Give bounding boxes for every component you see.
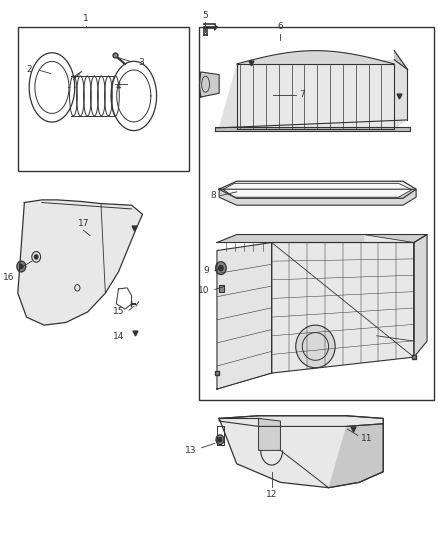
Text: 11: 11: [360, 434, 372, 442]
Polygon shape: [414, 235, 427, 357]
Polygon shape: [364, 235, 414, 341]
Polygon shape: [217, 235, 427, 243]
Bar: [219, 285, 224, 292]
Text: 3: 3: [138, 59, 144, 67]
Polygon shape: [237, 64, 394, 129]
Text: 1: 1: [83, 14, 88, 23]
Polygon shape: [18, 200, 142, 325]
Circle shape: [215, 262, 226, 274]
Bar: [199, 27, 434, 400]
Polygon shape: [117, 288, 131, 309]
Circle shape: [20, 264, 23, 269]
Text: 7: 7: [299, 91, 304, 99]
Text: 5: 5: [202, 11, 208, 20]
Polygon shape: [199, 72, 219, 97]
Polygon shape: [219, 189, 416, 205]
Text: 6: 6: [278, 22, 283, 31]
Ellipse shape: [296, 325, 335, 368]
Bar: [18, 27, 188, 171]
Polygon shape: [217, 60, 407, 129]
Text: 17: 17: [78, 219, 89, 228]
Polygon shape: [328, 424, 383, 488]
Polygon shape: [219, 416, 383, 488]
Text: 4: 4: [116, 82, 121, 91]
Circle shape: [216, 435, 224, 445]
Circle shape: [219, 265, 223, 271]
Text: 8: 8: [210, 191, 216, 200]
Polygon shape: [219, 416, 383, 426]
Polygon shape: [258, 418, 280, 450]
Text: 13: 13: [185, 446, 196, 455]
Polygon shape: [272, 243, 414, 373]
Circle shape: [35, 255, 38, 259]
Polygon shape: [215, 127, 410, 131]
Text: 12: 12: [266, 490, 277, 499]
Text: 16: 16: [3, 273, 15, 281]
Circle shape: [17, 261, 26, 272]
Polygon shape: [219, 181, 416, 198]
Text: 9: 9: [204, 266, 209, 275]
Bar: [219, 285, 224, 292]
Polygon shape: [217, 243, 272, 389]
Circle shape: [218, 438, 222, 442]
Text: 14: 14: [113, 333, 124, 341]
Text: 2: 2: [26, 65, 32, 74]
Text: 10: 10: [198, 286, 209, 295]
Text: 15: 15: [113, 308, 124, 316]
Polygon shape: [223, 183, 412, 197]
